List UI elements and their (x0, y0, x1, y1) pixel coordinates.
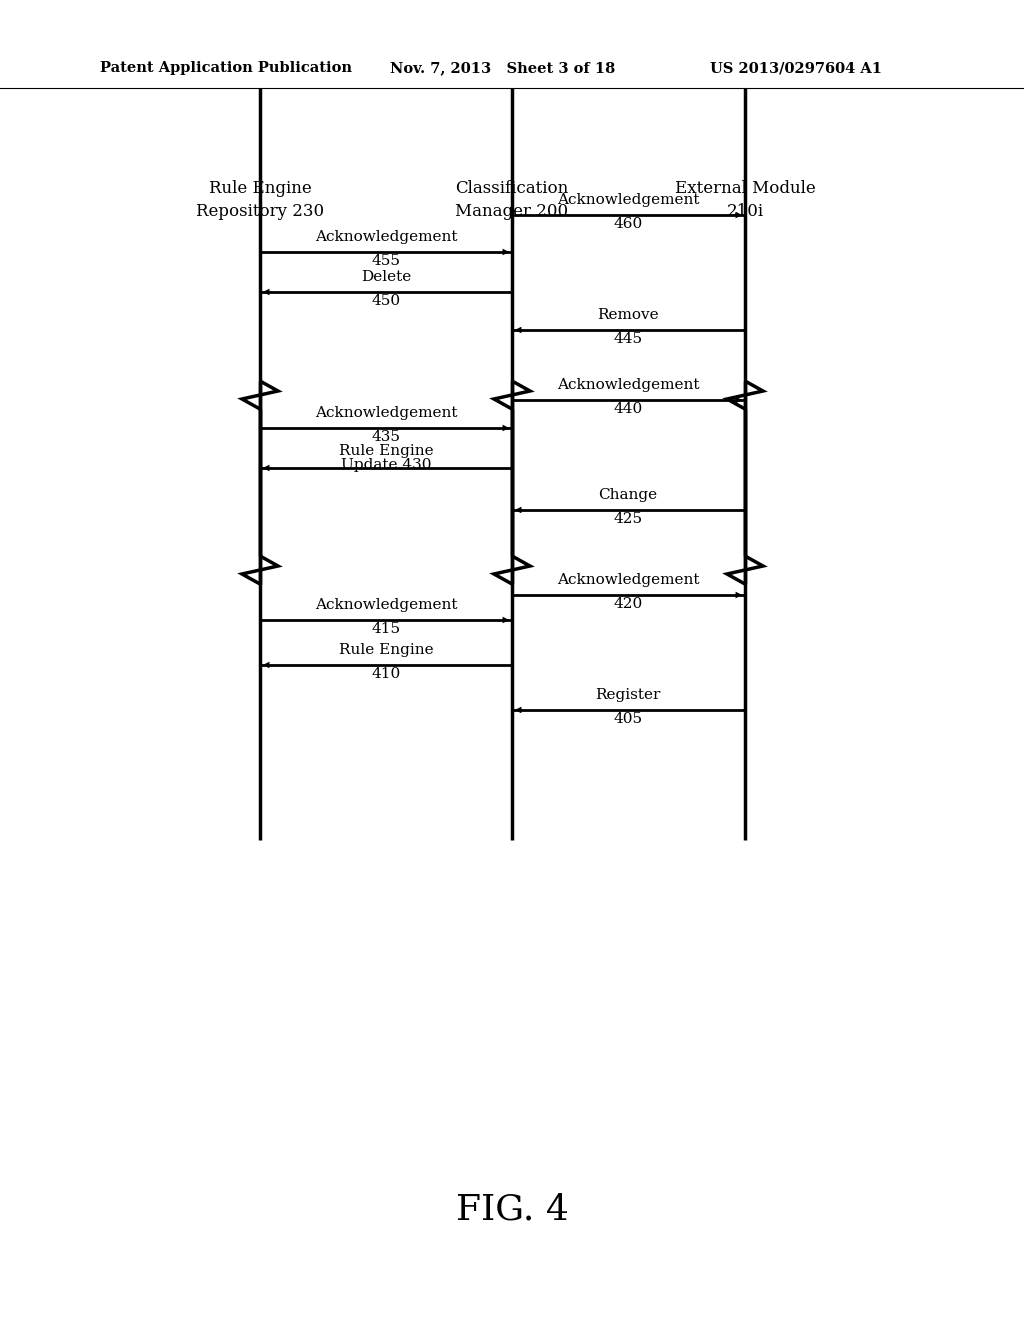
Text: 415: 415 (372, 622, 400, 636)
Text: 440: 440 (613, 403, 643, 416)
Text: 420: 420 (613, 597, 643, 611)
Text: 435: 435 (372, 430, 400, 444)
Text: Patent Application Publication: Patent Application Publication (100, 61, 352, 75)
Text: Update 430: Update 430 (341, 458, 431, 473)
Text: Remove: Remove (597, 308, 658, 322)
Text: Acknowledgement: Acknowledgement (557, 193, 699, 207)
Text: Change: Change (598, 488, 657, 502)
Text: 410: 410 (372, 667, 400, 681)
Text: US 2013/0297604 A1: US 2013/0297604 A1 (710, 61, 882, 75)
Text: Rule Engine: Rule Engine (339, 643, 433, 657)
Text: Acknowledgement: Acknowledgement (314, 598, 458, 612)
Text: Acknowledgement: Acknowledgement (314, 407, 458, 420)
Text: 405: 405 (613, 711, 643, 726)
Text: Rule Engine: Rule Engine (339, 444, 433, 458)
Text: Register: Register (595, 688, 660, 702)
Text: 460: 460 (613, 216, 643, 231)
Text: 425: 425 (613, 512, 643, 525)
Text: Delete: Delete (360, 271, 411, 284)
Text: External Module
210i: External Module 210i (675, 181, 815, 219)
Text: FIG. 4: FIG. 4 (456, 1193, 568, 1228)
Text: Classification
Manager 200: Classification Manager 200 (456, 181, 568, 219)
Text: Acknowledgement: Acknowledgement (557, 573, 699, 587)
Text: 450: 450 (372, 294, 400, 308)
Text: Acknowledgement: Acknowledgement (557, 378, 699, 392)
Text: Nov. 7, 2013   Sheet 3 of 18: Nov. 7, 2013 Sheet 3 of 18 (390, 61, 615, 75)
Text: Rule Engine
Repository 230: Rule Engine Repository 230 (196, 181, 324, 219)
Text: Acknowledgement: Acknowledgement (314, 230, 458, 244)
Text: 455: 455 (372, 253, 400, 268)
Text: 445: 445 (613, 333, 643, 346)
